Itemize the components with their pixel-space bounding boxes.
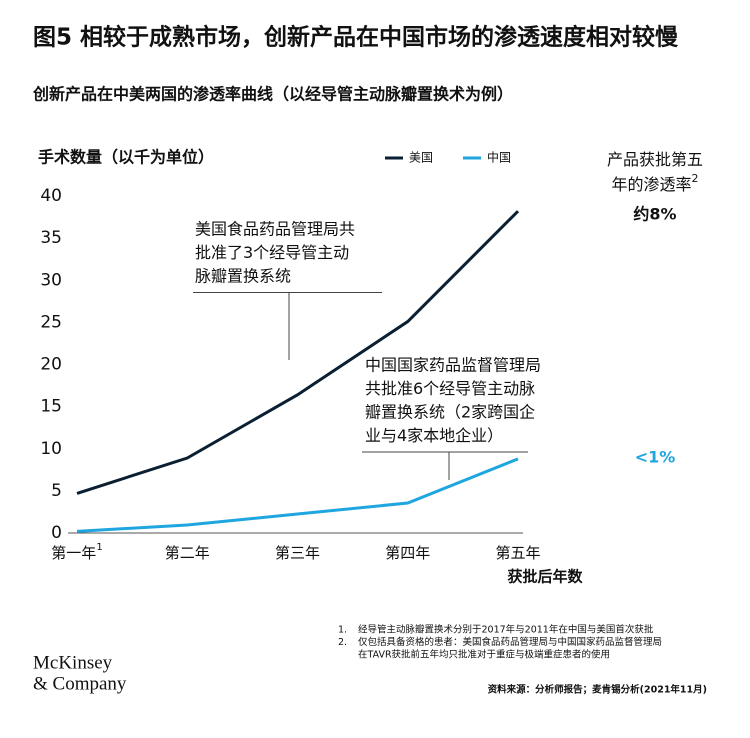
legend-label: 中国: [487, 150, 511, 165]
x-tick-label: 第三年: [275, 544, 320, 562]
x-tick-label: 第四年: [385, 544, 430, 562]
series-line: [76, 457, 519, 533]
legend-label: 美国: [409, 151, 433, 165]
footnote-text: 经导管主动脉瓣置换术分别于2017年与2011年在中国与美国首次获批: [358, 624, 654, 636]
end-label-title: 年的渗透率2: [611, 172, 698, 194]
footnote-number: 2.: [338, 637, 347, 648]
x-tick-text: 第三年: [275, 544, 320, 562]
x-tick-label: 第二年: [165, 544, 210, 562]
end-label-title-text: 年的渗透率: [611, 175, 691, 194]
y-tick-label: 0: [51, 523, 62, 543]
y-tick-label: 35: [40, 228, 62, 248]
annotation-text: 共批准6个经导管主动脉: [365, 379, 535, 398]
x-tick-text: 第二年: [165, 544, 210, 562]
y-tick-label: 40: [40, 186, 62, 206]
annotation-text: 美国食品药品管理局共: [195, 220, 355, 239]
y-tick-label: 10: [40, 439, 62, 459]
x-tick-text: 第四年: [385, 544, 430, 562]
end-label: <1%: [635, 447, 676, 466]
x-tick-text: 第五年: [495, 544, 540, 562]
annotation-text: 中国国家药品监督管理局: [365, 356, 541, 375]
series-line: [76, 210, 520, 495]
footnote-text: 在TAVR获批前五年均只批准对于重症与极端重症患者的使用: [358, 649, 610, 661]
annotation-text: 业与4家本地企业）: [365, 426, 503, 445]
chart-title: 图5 相较于成熟市场，创新产品在中国市场的渗透速度相对较慢: [33, 24, 679, 51]
annotation-text: 瓣置换系统（2家跨国企: [365, 403, 535, 422]
x-tick-label: 第一年1: [51, 542, 102, 562]
x-axis-title: 获批后年数: [507, 568, 583, 586]
x-tick-label: 第五年: [495, 544, 540, 562]
y-tick-label: 20: [40, 355, 62, 375]
logo: McKinsey: [33, 652, 113, 673]
annotation-text: 批准了3个经导管主动: [195, 243, 349, 262]
y-axis-title: 手术数量（以千为单位）: [38, 148, 214, 167]
y-tick-label: 15: [40, 397, 62, 417]
y-tick-label: 5: [51, 481, 62, 501]
y-tick-label: 25: [40, 312, 62, 332]
footnote-number: 1.: [338, 625, 347, 636]
end-label: 约8%: [633, 205, 676, 224]
y-tick-label: 30: [40, 270, 62, 290]
x-tick-text: 第一年: [51, 544, 96, 562]
footnote-mark: 1: [96, 542, 102, 553]
end-label-title-text: 产品获批第五: [607, 150, 703, 169]
end-label-title: 产品获批第五: [607, 150, 703, 169]
chart-subtitle: 创新产品在中美两国的渗透率曲线（以经导管主动脉瓣置换术为例）: [32, 85, 513, 104]
logo: & Company: [33, 673, 127, 694]
footnote-mark: 2: [692, 172, 699, 185]
footnote-text: 仅包括具备资格的患者：美国食品药品管理局与中国国家药品监督管理局: [358, 636, 662, 648]
annotation-text: 脉瓣置换系统: [195, 267, 291, 286]
source: 资料来源：分析师报告；麦肯锡分析(2021年11月): [488, 684, 707, 696]
